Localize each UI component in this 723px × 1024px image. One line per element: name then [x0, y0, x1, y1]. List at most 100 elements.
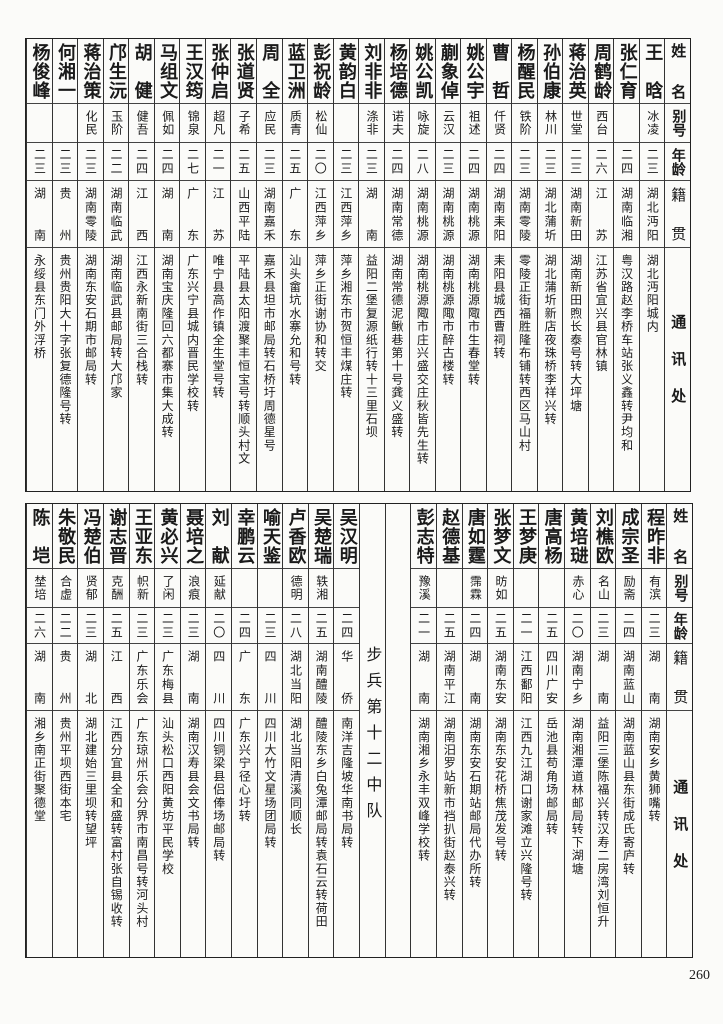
cell-age: 二三 — [641, 608, 667, 644]
person-address: 湖南东安花桥焦茂发号转 — [493, 717, 508, 863]
cell-alias: 子希 — [231, 104, 256, 143]
person-age: 二四 — [339, 611, 354, 640]
cell-name: 赵德基 — [436, 504, 462, 569]
person-origin: 湖南 — [364, 187, 379, 241]
person-origin: 四川 — [211, 650, 226, 704]
cell-alias: 健吾 — [129, 104, 154, 143]
person-column: 朱敬民 合虚 二二 贵州 贵州平坝西街本宅 — [51, 504, 78, 957]
person-age: 二一 — [416, 611, 431, 640]
person-address: 零陵正街福胜隆布铺转西区马山村 — [517, 254, 532, 452]
person-origin: 湖南桃源 — [415, 187, 430, 241]
person-address: 湖南湘潭道林邮局转下湖塘 — [570, 717, 585, 876]
person-column: 张仁育 二四 湖南临湘 粤汉路赵李桥车站张义鑫转尹均和 — [613, 39, 639, 491]
cell-address: 平陆县太阳渡聚丰恒宝号转顺头村文 — [231, 248, 256, 491]
cell-age: 二四 — [129, 143, 154, 181]
person-alias: 世堂 — [569, 110, 584, 136]
person-origin: 湖北 — [83, 650, 98, 704]
cell-name: 曹哲 — [486, 39, 512, 104]
cell-origin: 四川广安 — [539, 644, 564, 711]
cell-alias: 了闲 — [155, 569, 180, 608]
person-column: 张梦文 昉如 二五 湖南东安 湖南东安花桥焦茂发号转 — [487, 504, 513, 957]
cell-address: 粤汉路赵李桥车站张义鑫转尹均和 — [614, 248, 639, 491]
cell-age: 二四 — [614, 143, 639, 181]
person-age: 二六 — [594, 147, 609, 176]
person-alias: 浪痕 — [186, 575, 201, 601]
person-name: 王晗 — [642, 43, 664, 99]
person-column: 吴汉明 二四 华侨 南洋吉隆坡华南书局转 — [333, 504, 360, 957]
cell-alias — [539, 569, 564, 608]
cell-origin: 四川 — [257, 644, 283, 711]
person-origin: 湖南嘉禾 — [262, 187, 277, 241]
cell-alias: 世堂 — [563, 104, 588, 143]
person-origin: 江西 — [134, 187, 149, 241]
cell-address: 湘乡南正街聚德堂 — [27, 711, 52, 957]
person-address: 湖南东安石期市邮局转 — [83, 254, 98, 386]
roster-table-upper: 姓名 别号 年龄 籍贯 通讯处 王晗 冰凌 二三 湖北沔阳 湖北沔阳城内 张仁育 二四 湖南临湘 粤汉路赵… — [25, 38, 691, 492]
cell-age: 二五 — [436, 608, 462, 644]
person-name: 黄必兴 — [157, 508, 179, 564]
person-name: 赵德基 — [439, 508, 461, 564]
person-age: 二二 — [58, 611, 73, 640]
person-origin: 湖南耒阳 — [492, 187, 507, 241]
person-age: 二五 — [287, 147, 302, 176]
cell-alias: 玉阶 — [103, 104, 129, 143]
cell-alias — [52, 104, 78, 143]
cell-age: 二五 — [231, 143, 256, 181]
cell-name: 王晗 — [639, 39, 665, 104]
cell-alias — [232, 569, 257, 608]
person-column: 冯楚伯 贤郁 二三 湖北 湖北建始三里坝转望坪 — [77, 504, 103, 957]
person-name: 唐高杨 — [541, 508, 563, 564]
person-address: 江苏省宜兴县官林镇 — [594, 254, 609, 373]
person-column: 曹哲 仟贤 二四 湖南耒阳 耒阳县城西曹祠转 — [485, 39, 512, 491]
cell-address: 益阳二堡复源纸行转十三里石坝 — [359, 248, 384, 491]
person-age: 二四 — [237, 611, 252, 640]
cell-age: 二三 — [590, 608, 616, 644]
cell-age: 二四 — [462, 608, 488, 644]
cell-address: 湖北当阳清溪同顺长 — [283, 711, 308, 957]
person-origin: 江西萍乡 — [338, 187, 353, 241]
cell-alias: 赤心 — [564, 569, 590, 608]
cell-age: 二八 — [410, 143, 435, 181]
person-origin: 湖南 — [32, 650, 47, 704]
person-name: 曹哲 — [489, 43, 511, 99]
person-column: 黄韵白 二三 江西萍乡 萍乡湘东市贺恒丰煤庄转 — [332, 39, 359, 491]
person-address: 湖南桃源陬市生春堂转 — [466, 254, 481, 386]
cell-name: 吴楚瑞 — [308, 504, 334, 569]
cell-alias: 名山 — [590, 569, 616, 608]
person-origin: 贵州 — [57, 187, 72, 241]
cell-address: 贵州贵阳大十字张复德隆号转 — [53, 248, 78, 491]
cell-alias: 帜新 — [129, 569, 155, 608]
person-column: 唐高杨 二五 四川广安 岳池县苟角场邮局转 — [538, 504, 564, 957]
person-age: 二五 — [109, 611, 124, 640]
person-name: 彭志特 — [413, 508, 435, 564]
cell-alias: 祖述 — [461, 104, 486, 143]
cell-name: 胡健 — [129, 39, 154, 104]
person-name: 冯楚伯 — [80, 508, 102, 564]
person-column: 彭祝龄 松仙 二〇 江西萍乡 萍乡正街谢协和转交 — [307, 39, 333, 491]
person-age: 二三 — [83, 611, 98, 640]
person-address: 益阳三堡陈福兴转汉寿二房湾刘恒升 — [595, 717, 610, 929]
person-column: 唐如霆 霈霖 二四 湖南 湖南东安石期站邮局代办所转 — [461, 504, 488, 957]
person-alias: 霈霖 — [468, 575, 483, 601]
cell-alias: 埜培 — [27, 569, 52, 608]
person-name: 唐如霆 — [464, 508, 486, 564]
person-address: 广东琼州乐会分界市南昌号转河头村 — [134, 717, 149, 929]
person-age: 二〇 — [570, 611, 585, 640]
person-address: 江西分宜县全和盛转富村张自锡收转 — [109, 717, 124, 929]
cell-address: 湖南桃源陬市醉古楼转 — [436, 248, 461, 491]
cell-origin: 湖北 — [78, 644, 103, 711]
cell-age: 二三 — [512, 143, 537, 181]
person-origin: 湖南新田 — [568, 187, 583, 241]
cell-age: 二三 — [256, 143, 282, 181]
person-alias: 健吾 — [135, 110, 150, 136]
cell-origin: 湖南 — [180, 644, 206, 711]
person-age: 二三 — [186, 611, 201, 640]
person-name: 杨培德 — [386, 43, 408, 99]
cell-origin: 湖南零陵 — [512, 181, 537, 248]
cell-name: 黄必兴 — [155, 504, 180, 569]
cell-alias: 应民 — [256, 104, 282, 143]
cell-origin: 湖南 — [411, 644, 436, 711]
person-age: 二八 — [288, 611, 303, 640]
blank-column — [384, 504, 411, 957]
person-alias: 励斋 — [622, 575, 637, 601]
